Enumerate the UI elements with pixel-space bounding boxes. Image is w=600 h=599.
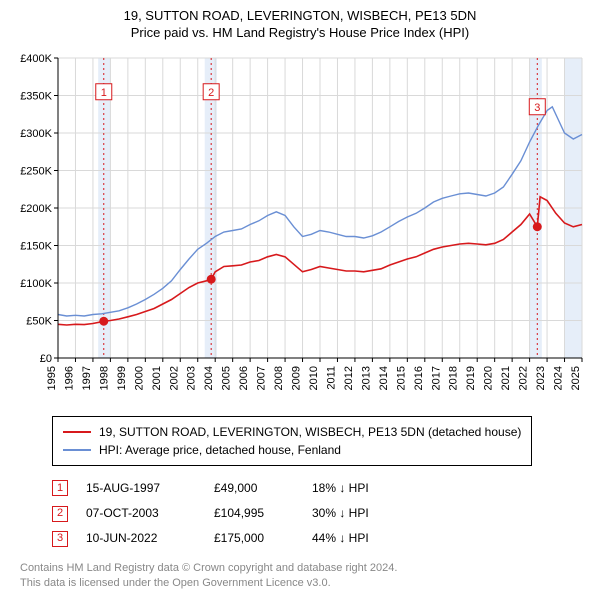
svg-text:£0: £0: [40, 353, 52, 365]
legend-label: 19, SUTTON ROAD, LEVERINGTON, WISBECH, P…: [99, 423, 521, 441]
svg-text:2021: 2021: [500, 366, 512, 390]
sale-marker-badge: 1: [52, 480, 68, 496]
sale-date: 10-JUN-2022: [86, 526, 196, 551]
svg-text:3: 3: [534, 102, 540, 114]
svg-text:2023: 2023: [535, 366, 547, 390]
legend-swatch: [63, 449, 91, 451]
svg-text:2003: 2003: [186, 366, 198, 390]
sale-delta: 30% ↓ HPI: [312, 501, 369, 526]
svg-text:2004: 2004: [203, 366, 215, 390]
sale-marker-badge: 2: [52, 506, 68, 522]
svg-text:2013: 2013: [360, 366, 372, 390]
sale-delta: 44% ↓ HPI: [312, 526, 369, 551]
table-row: 3 10-JUN-2022 £175,000 44% ↓ HPI: [52, 526, 592, 551]
svg-text:2008: 2008: [273, 366, 285, 390]
svg-text:2006: 2006: [238, 366, 250, 390]
title-line-1: 19, SUTTON ROAD, LEVERINGTON, WISBECH, P…: [8, 8, 592, 25]
svg-text:1998: 1998: [98, 366, 110, 390]
sale-price: £49,000: [214, 476, 294, 501]
line-chart: 1 2 3 £0 £50K £100K £150K £200K £250K £300K £350K £…: [8, 48, 592, 408]
svg-text:1: 1: [101, 87, 107, 99]
attribution-line: This data is licensed under the Open Gov…: [20, 576, 592, 591]
svg-text:1996: 1996: [63, 366, 75, 390]
sale-marker-badge: 3: [52, 531, 68, 547]
sale-date: 15-AUG-1997: [86, 476, 196, 501]
sale-price: £175,000: [214, 526, 294, 551]
svg-text:2010: 2010: [308, 366, 320, 390]
svg-text:1997: 1997: [81, 366, 93, 390]
svg-text:£200K: £200K: [20, 203, 52, 215]
svg-text:1999: 1999: [116, 366, 128, 390]
sale-date: 07-OCT-2003: [86, 501, 196, 526]
svg-text:2019: 2019: [465, 366, 477, 390]
svg-text:£300K: £300K: [20, 128, 52, 140]
legend-label: HPI: Average price, detached house, Fenl…: [99, 441, 341, 459]
attribution-line: Contains HM Land Registry data © Crown c…: [20, 561, 592, 576]
svg-text:£350K: £350K: [20, 90, 52, 102]
svg-text:2025: 2025: [570, 366, 582, 390]
svg-text:2009: 2009: [291, 366, 303, 390]
legend: 19, SUTTON ROAD, LEVERINGTON, WISBECH, P…: [52, 416, 532, 466]
svg-text:2012: 2012: [343, 366, 355, 390]
title-line-2: Price paid vs. HM Land Registry's House …: [8, 25, 592, 42]
svg-text:2002: 2002: [168, 366, 180, 390]
svg-text:2007: 2007: [256, 366, 268, 390]
svg-text:£100K: £100K: [20, 278, 52, 290]
svg-text:2018: 2018: [448, 366, 460, 390]
svg-text:£50K: £50K: [26, 315, 52, 327]
chart-title-block: 19, SUTTON ROAD, LEVERINGTON, WISBECH, P…: [8, 8, 592, 42]
svg-text:£250K: £250K: [20, 165, 52, 177]
svg-text:2017: 2017: [430, 366, 442, 390]
svg-text:2022: 2022: [518, 366, 530, 390]
svg-text:2005: 2005: [221, 366, 233, 390]
legend-swatch: [63, 431, 91, 433]
chart-svg: 1 2 3 £0 £50K £100K £150K £200K £250K £300K £350K £…: [8, 48, 592, 408]
svg-text:2011: 2011: [325, 366, 337, 390]
table-row: 1 15-AUG-1997 £49,000 18% ↓ HPI: [52, 476, 592, 501]
svg-text:2024: 2024: [553, 366, 565, 390]
attribution: Contains HM Land Registry data © Crown c…: [20, 561, 592, 591]
sales-table: 1 15-AUG-1997 £49,000 18% ↓ HPI 2 07-OCT…: [52, 476, 592, 552]
svg-text:2015: 2015: [395, 366, 407, 390]
svg-text:2016: 2016: [413, 366, 425, 390]
svg-text:2001: 2001: [151, 366, 163, 390]
svg-text:2000: 2000: [133, 366, 145, 390]
svg-text:£150K: £150K: [20, 240, 52, 252]
svg-text:2: 2: [208, 87, 214, 99]
sale-price: £104,995: [214, 501, 294, 526]
svg-text:2020: 2020: [483, 366, 495, 390]
svg-text:£400K: £400K: [20, 53, 52, 65]
table-row: 2 07-OCT-2003 £104,995 30% ↓ HPI: [52, 501, 592, 526]
sale-delta: 18% ↓ HPI: [312, 476, 369, 501]
svg-text:1995: 1995: [46, 366, 58, 390]
legend-row: HPI: Average price, detached house, Fenl…: [63, 441, 521, 459]
svg-text:2014: 2014: [378, 366, 390, 390]
legend-row: 19, SUTTON ROAD, LEVERINGTON, WISBECH, P…: [63, 423, 521, 441]
